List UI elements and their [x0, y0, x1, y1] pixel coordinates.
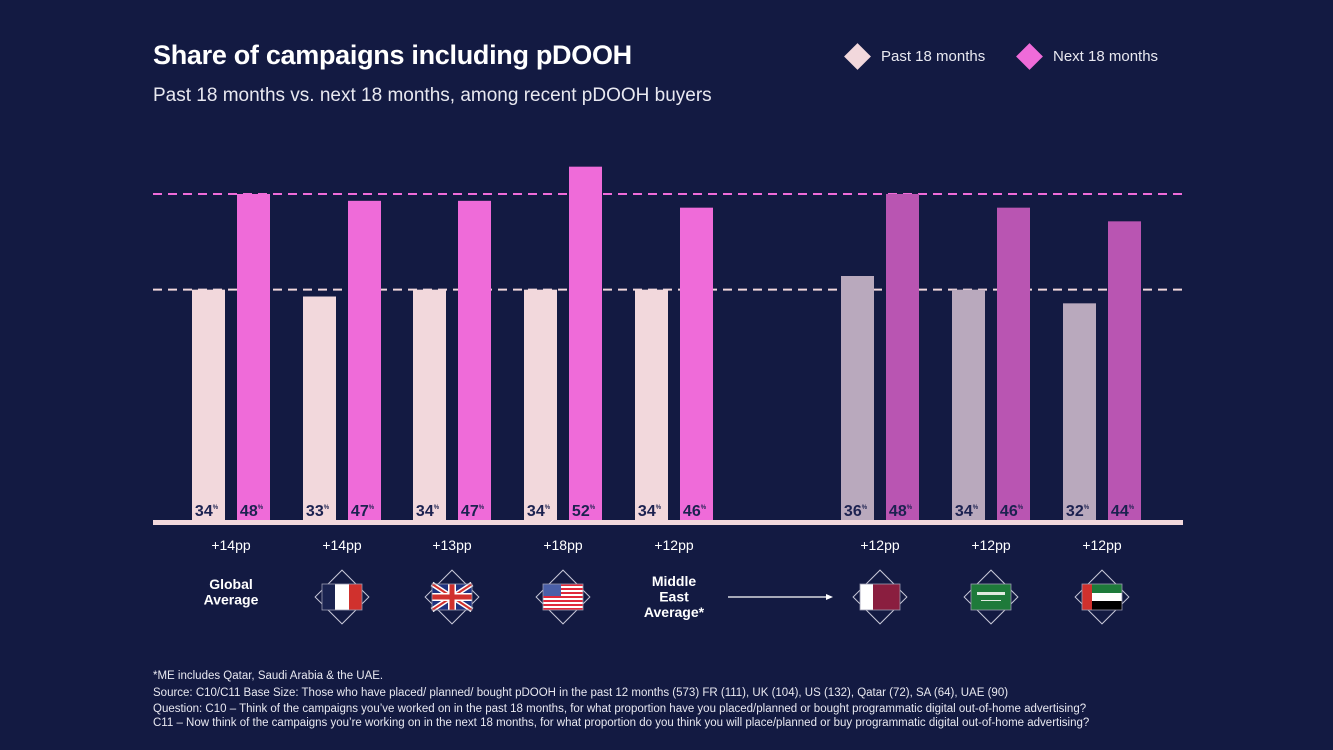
flag-part	[1082, 601, 1122, 610]
flag-border	[1081, 583, 1123, 611]
flag-diamond-frame	[424, 569, 480, 625]
bar-next	[348, 200, 381, 523]
flag-part	[1082, 584, 1092, 610]
difference-label: +14pp	[322, 537, 362, 553]
flag-part	[860, 584, 873, 610]
flag-part	[981, 600, 1001, 601]
difference-label: +12pp	[654, 537, 694, 553]
data-label-unit: %	[701, 505, 707, 511]
usa-flag-icon	[535, 569, 591, 625]
x-axis-baseline	[153, 520, 1183, 525]
difference-label: +14pp	[211, 537, 251, 553]
footnote-question-c10: Question: C10 – Think of the campaigns y…	[153, 703, 1087, 715]
france-flag-icon	[314, 569, 370, 625]
bar-past	[413, 289, 446, 522]
bar-past	[524, 289, 557, 522]
footnotes: *ME includes Qatar, Saudi Arabia & the U…	[153, 668, 1089, 730]
data-label-unit: %	[907, 505, 913, 511]
flag-part	[543, 600, 583, 602]
bar-past	[303, 296, 336, 522]
bar-next	[237, 194, 270, 522]
flag-diamond-frame	[535, 569, 591, 625]
data-label-unit: %	[973, 505, 979, 511]
data-label-unit: %	[545, 505, 551, 511]
difference-label: +13pp	[432, 537, 472, 553]
data-label-unit: %	[369, 505, 375, 511]
data-label-unit: %	[213, 505, 219, 511]
flag-part	[977, 592, 1005, 595]
flag-part	[449, 584, 455, 610]
flag-diamond-frame	[314, 569, 370, 625]
flag-diamond-frame	[1074, 569, 1130, 625]
data-label-unit: %	[1018, 505, 1024, 511]
category-label: Average*	[644, 604, 705, 620]
category-label: Global	[209, 576, 253, 592]
bar-next	[1108, 221, 1141, 523]
bar-past	[192, 289, 225, 522]
bar-past	[841, 276, 874, 522]
bar-next	[458, 200, 491, 523]
data-label-unit: %	[434, 505, 440, 511]
difference-label: +18pp	[543, 537, 583, 553]
bar-next	[680, 207, 713, 522]
data-label-unit: %	[258, 505, 264, 511]
flag-part	[543, 584, 583, 586]
flag-diamond-frame	[963, 569, 1019, 625]
flag-part	[543, 592, 583, 594]
flag-part	[1082, 584, 1122, 593]
footnote-me: *ME includes Qatar, Saudi Arabia & the U…	[153, 670, 384, 682]
data-label-unit: %	[656, 505, 662, 511]
legend-label-next: Next 18 months	[1053, 48, 1159, 65]
flag-part	[543, 584, 561, 596]
data-label-unit: %	[590, 505, 596, 511]
arrow-right-icon	[826, 594, 833, 600]
flag-part	[543, 608, 583, 610]
bar-next	[886, 194, 919, 522]
flag-part	[349, 584, 362, 610]
flag-diamond-frame	[852, 569, 908, 625]
difference-label: +12pp	[860, 537, 900, 553]
difference-label: +12pp	[1082, 537, 1122, 553]
legend-item-next: Next 18 months	[1016, 43, 1159, 70]
category-label: East	[659, 589, 689, 605]
flag-border	[431, 583, 473, 611]
bar-next	[569, 166, 602, 522]
footnote-question-c11: C11 – Now think of the campaigns you’re …	[153, 717, 1090, 729]
difference-label: +12pp	[971, 537, 1011, 553]
category-label: Middle	[652, 573, 697, 589]
data-label-unit: %	[1084, 505, 1090, 511]
bar-past	[1063, 303, 1096, 522]
flag-part	[543, 588, 583, 590]
flag-part	[543, 604, 583, 606]
flag-border	[321, 583, 363, 611]
category-label: Average	[204, 592, 259, 608]
flag-border	[859, 583, 901, 611]
qatar-flag-icon	[852, 569, 908, 625]
flag-part	[971, 584, 1011, 610]
flag-border	[970, 583, 1012, 611]
legend-label-past: Past 18 months	[881, 48, 986, 65]
flag-part	[1082, 593, 1122, 601]
flag-border	[542, 583, 584, 611]
bar-past	[635, 289, 668, 522]
footnote-source: Source: C10/C11 Base Size: Those who hav…	[153, 687, 1009, 699]
saudi-arabia-flag-icon	[963, 569, 1019, 625]
chart-title: Share of campaigns including pDOOH	[153, 40, 632, 70]
bar-next	[997, 207, 1030, 522]
legend-item-past: Past 18 months	[844, 43, 986, 70]
uae-flag-icon	[1074, 569, 1130, 625]
flag-part	[322, 584, 336, 610]
data-label-unit: %	[1129, 505, 1135, 511]
data-label-unit: %	[479, 505, 485, 511]
flag-part	[335, 584, 349, 610]
flag-part	[543, 596, 583, 598]
chart-subtitle: Past 18 months vs. next 18 months, among…	[153, 85, 712, 106]
data-label-unit: %	[862, 505, 868, 511]
uk-flag-icon	[424, 569, 480, 625]
data-label-unit: %	[324, 505, 330, 511]
bar-past	[952, 289, 985, 522]
